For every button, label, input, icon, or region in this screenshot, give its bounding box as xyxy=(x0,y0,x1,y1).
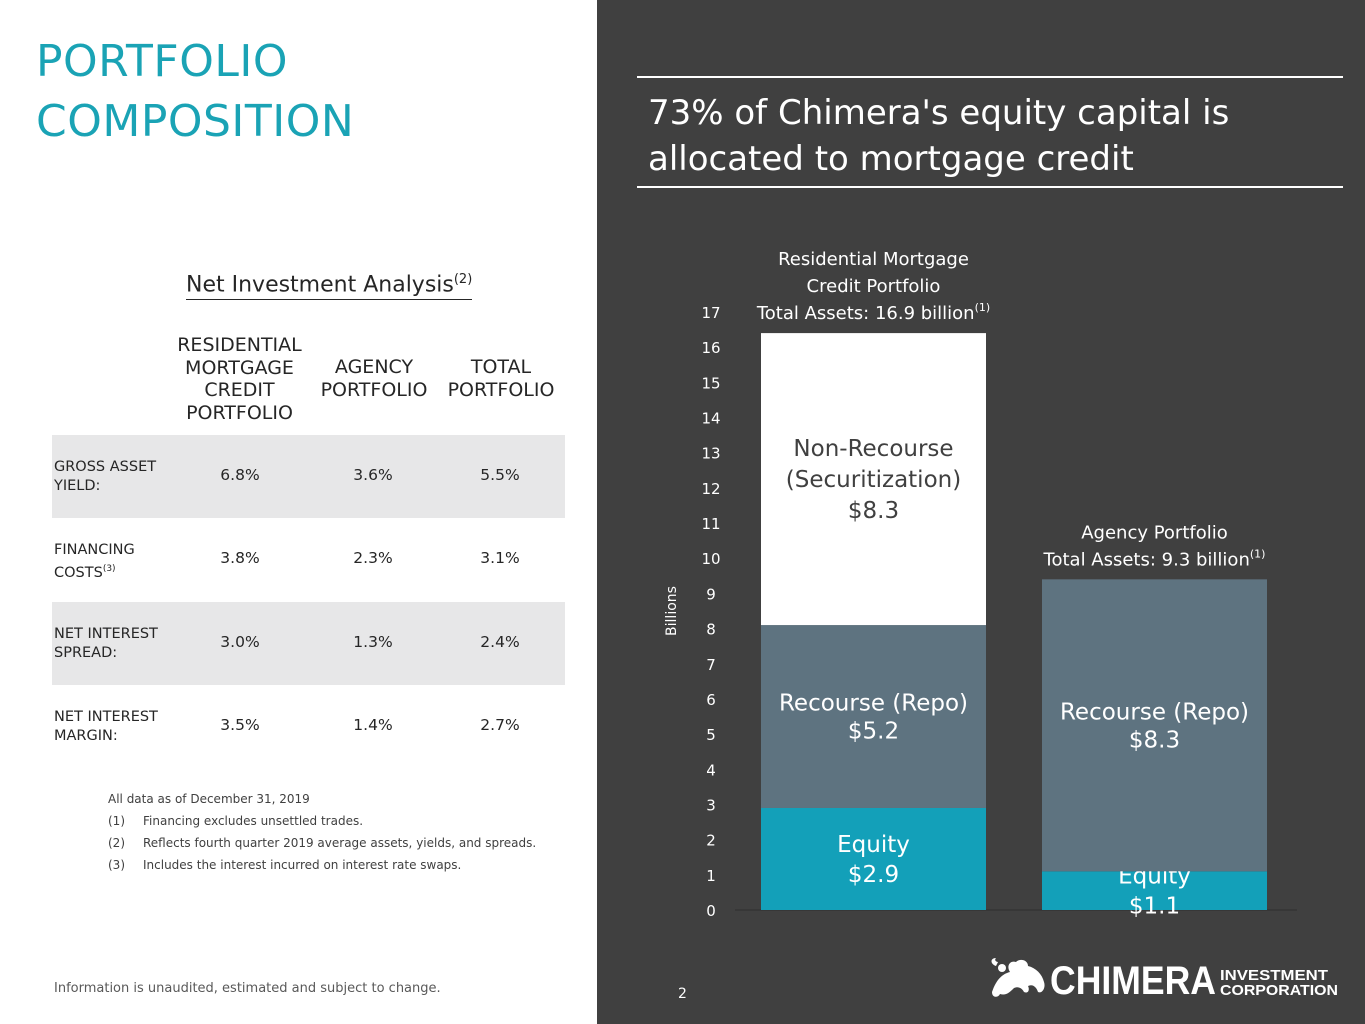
table-cell: 3.8% xyxy=(220,549,260,567)
bar-segment xyxy=(761,625,986,808)
row-band-1 xyxy=(52,435,565,518)
chimera-logo: CHIMERA INVESTMENT CORPORATION xyxy=(991,958,1338,1000)
y-tick-label: 13 xyxy=(701,445,720,463)
table-cell: 3.0% xyxy=(220,633,260,651)
y-tick-label: 4 xyxy=(706,761,716,779)
table-cell: 3.5% xyxy=(220,716,260,734)
bar-data-label: $8.3 xyxy=(848,498,899,524)
bar-data-label: Equity xyxy=(837,832,910,858)
chimera-creature-icon xyxy=(991,958,1045,997)
y-tick-label: 6 xyxy=(706,691,716,709)
y-tick-label: 11 xyxy=(701,515,720,533)
page-number: 2 xyxy=(678,986,687,1002)
table-cell: 6.8% xyxy=(220,466,260,484)
bar-data-label: Recourse (Repo) xyxy=(779,691,968,717)
table-cell: 2.3% xyxy=(353,549,393,567)
y-tick-label: 8 xyxy=(706,621,716,639)
logo-sub1: INVESTMENT xyxy=(1220,967,1328,984)
bar-data-label: $1.1 xyxy=(1129,894,1180,920)
bar-segment xyxy=(1042,871,1267,910)
y-tick-label: 10 xyxy=(701,550,720,568)
bar-segment xyxy=(761,333,986,626)
y-tick-label: 7 xyxy=(706,656,716,674)
bar-data-label: Non-Recourse xyxy=(793,436,953,462)
stacked-bar-chart: 01234567891011121314151617BillionsEquity… xyxy=(664,249,1297,920)
table-cell: 1.4% xyxy=(353,716,393,734)
headline-rule-bottom xyxy=(637,186,1343,188)
table-cell: 2.7% xyxy=(480,716,520,734)
column-header-total: TOTAL PORTFOLIO xyxy=(447,356,555,401)
footnote-2: (2) Reflects fourth quarter 2019 average … xyxy=(108,836,537,850)
footnote-3: (3) Includes the interest incurred on int… xyxy=(108,858,462,872)
column-header-residential: RESIDENTIAL MORTGAGE CREDIT PORTFOLIO xyxy=(177,334,302,424)
logo-sub2: CORPORATION xyxy=(1220,982,1338,999)
bar-data-label: Recourse (Repo) xyxy=(1060,699,1249,725)
category-title-sup: (1) xyxy=(1250,547,1266,560)
table-cell: 5.5% xyxy=(480,466,520,484)
category-title: Residential Mortgage xyxy=(778,249,969,270)
category-title: Credit Portfolio xyxy=(807,276,941,297)
row-label-gross-asset-yield: GROSS ASSET YIELD: xyxy=(54,459,157,494)
bar-data-label: (Securitization) xyxy=(786,467,961,493)
y-tick-label: 3 xyxy=(706,796,716,814)
category-title: Agency Portfolio xyxy=(1081,522,1228,543)
y-tick-label: 1 xyxy=(706,867,716,885)
y-tick-label: 16 xyxy=(701,339,720,357)
category-title: Total Assets: 16.9 billion(1) xyxy=(756,301,990,324)
y-tick-label: 0 xyxy=(706,902,716,920)
column-header-agency: AGENCY PORTFOLIO xyxy=(320,356,428,401)
table-cell: 1.3% xyxy=(353,633,393,651)
headline-rule-top xyxy=(637,76,1343,78)
y-tick-label: 12 xyxy=(701,480,720,498)
bar-segment xyxy=(1042,579,1267,872)
bar-data-label: $8.3 xyxy=(1129,727,1180,753)
category-title: Total Assets: 9.3 billion(1) xyxy=(1043,547,1266,570)
page-title: PORTFOLIO COMPOSITION xyxy=(36,36,355,147)
row-label-financing-costs: FINANCING COSTS(3) xyxy=(54,542,135,581)
disclaimer: Information is unaudited, estimated and … xyxy=(54,981,441,996)
y-tick-label: 15 xyxy=(701,374,720,392)
y-tick-label: 2 xyxy=(706,832,716,850)
logo-wordmark: CHIMERA xyxy=(1050,959,1216,1000)
footnote-asof: All data as of December 31, 2019 xyxy=(108,792,310,806)
table-cell: 2.4% xyxy=(480,633,520,651)
row-band-3 xyxy=(52,602,565,685)
bar-data-label: $2.9 xyxy=(848,862,899,888)
table-cell: 3.1% xyxy=(480,549,520,567)
net-investment-title: Net Investment Analysis(2) xyxy=(186,266,473,301)
y-axis-label: Billions xyxy=(664,586,680,636)
row-label-net-interest-margin: NET INTEREST MARGIN: xyxy=(54,709,158,744)
y-tick-label: 5 xyxy=(706,726,716,744)
y-tick-label: 14 xyxy=(701,410,720,428)
headline: 73% of Chimera's equity capital is alloc… xyxy=(648,93,1230,179)
footnote-1: (1) Financing excludes unsettled trades. xyxy=(108,814,364,828)
y-tick-label: 9 xyxy=(706,585,716,603)
bar-data-label: $5.2 xyxy=(848,719,899,745)
y-tick-label: 17 xyxy=(701,304,720,322)
category-title-sup: (1) xyxy=(975,301,991,314)
left-panel: PORTFOLIO COMPOSITION Net Investment Ana… xyxy=(0,0,597,1024)
table-cell: 3.6% xyxy=(353,466,393,484)
bar-segment xyxy=(761,807,986,910)
row-label-net-interest-spread: NET INTEREST SPREAD: xyxy=(54,626,158,661)
